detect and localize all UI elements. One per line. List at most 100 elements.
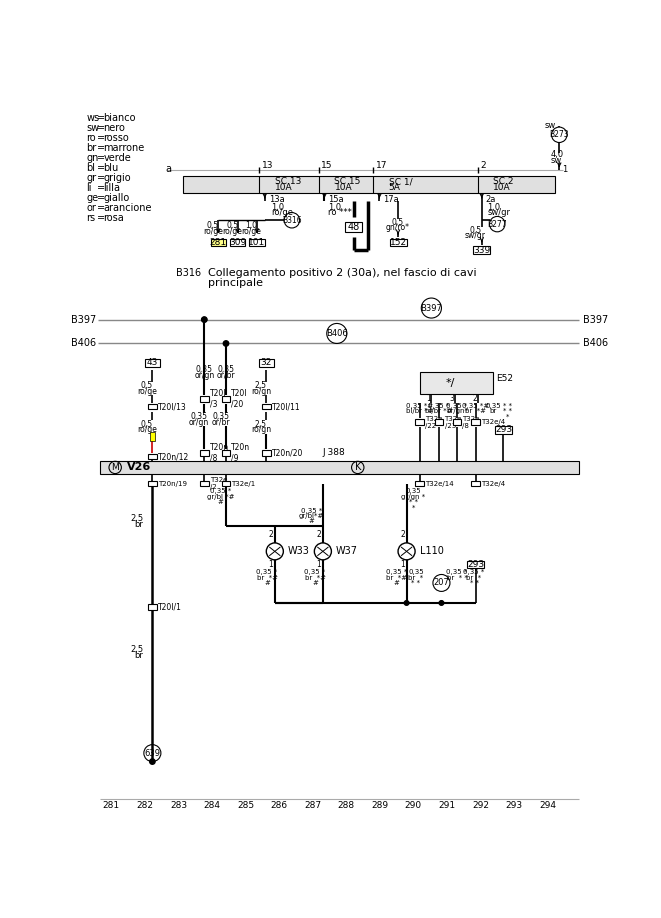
Text: T20n/20: T20n/20 bbox=[272, 448, 303, 457]
FancyBboxPatch shape bbox=[221, 481, 230, 487]
Text: bl/br *#: bl/br *# bbox=[406, 409, 434, 414]
Text: SC 1/: SC 1/ bbox=[389, 177, 412, 186]
Text: 0,35: 0,35 bbox=[486, 403, 501, 409]
FancyBboxPatch shape bbox=[389, 239, 407, 246]
Text: B273: B273 bbox=[549, 130, 569, 140]
Text: 287: 287 bbox=[304, 801, 321, 810]
Text: 10A: 10A bbox=[334, 184, 352, 193]
Text: T20l/11: T20l/11 bbox=[272, 402, 300, 411]
Text: M: M bbox=[111, 463, 119, 472]
Text: 0,35 *#: 0,35 *# bbox=[407, 403, 434, 409]
Text: or/br: or/br bbox=[217, 371, 235, 379]
Text: gr/bl *#: gr/bl *# bbox=[207, 494, 235, 499]
Text: =: = bbox=[97, 173, 104, 183]
Text: br  *#: br *# bbox=[386, 575, 407, 580]
Text: 289: 289 bbox=[371, 801, 389, 810]
Text: or/br: or/br bbox=[212, 418, 230, 427]
Text: 1: 1 bbox=[426, 394, 431, 403]
Text: 15: 15 bbox=[321, 161, 333, 170]
Text: T32e
/8: T32e /8 bbox=[463, 416, 480, 429]
FancyBboxPatch shape bbox=[145, 359, 160, 366]
Text: gn/ro*: gn/ro* bbox=[386, 223, 410, 232]
Text: * *: * * bbox=[503, 403, 512, 409]
Text: ro/ge: ro/ge bbox=[242, 227, 262, 236]
Text: lilla: lilla bbox=[104, 183, 120, 193]
Text: 48: 48 bbox=[348, 222, 360, 232]
Text: B316: B316 bbox=[176, 268, 201, 278]
Text: T20n/19: T20n/19 bbox=[158, 481, 187, 487]
FancyBboxPatch shape bbox=[471, 481, 480, 487]
Circle shape bbox=[405, 600, 409, 605]
Text: 0,35 *: 0,35 * bbox=[446, 569, 467, 576]
Text: 1,0: 1,0 bbox=[271, 203, 284, 212]
Text: marrone: marrone bbox=[104, 143, 145, 153]
Text: J 388: J 388 bbox=[323, 448, 346, 457]
Text: #: # bbox=[217, 499, 223, 505]
Text: =: = bbox=[97, 113, 104, 123]
Text: 2: 2 bbox=[317, 530, 321, 539]
Text: T20l/13: T20l/13 bbox=[158, 402, 186, 411]
Text: 0,5: 0,5 bbox=[141, 420, 153, 429]
Text: gn: gn bbox=[87, 153, 99, 162]
Text: =: = bbox=[97, 193, 104, 203]
Text: T20n
/8: T20n /8 bbox=[210, 443, 229, 463]
Text: 2: 2 bbox=[480, 161, 486, 170]
Text: B406: B406 bbox=[71, 339, 97, 349]
Text: 43: 43 bbox=[147, 358, 158, 367]
Text: 0,35 *: 0,35 * bbox=[463, 569, 485, 576]
Text: 2a: 2a bbox=[486, 195, 496, 204]
Text: * *: * * bbox=[469, 580, 479, 586]
Text: 0,35: 0,35 bbox=[212, 412, 229, 421]
Text: * *: * * bbox=[409, 499, 418, 505]
Text: =: = bbox=[97, 133, 104, 143]
Text: 1,0: 1,0 bbox=[246, 221, 258, 230]
Text: gr/gn *: gr/gn * bbox=[401, 494, 426, 499]
Text: 1,0: 1,0 bbox=[329, 203, 342, 212]
Text: 0,35 *: 0,35 * bbox=[210, 488, 231, 494]
Text: 282: 282 bbox=[136, 801, 153, 810]
Text: 13a: 13a bbox=[268, 195, 284, 204]
Text: ro ***: ro *** bbox=[329, 208, 352, 217]
Text: 1,0: 1,0 bbox=[487, 203, 500, 212]
Text: or/gn: or/gn bbox=[189, 418, 209, 427]
Text: T32e
/23: T32e /23 bbox=[445, 416, 462, 429]
Text: sw: sw bbox=[87, 123, 100, 133]
Text: B397: B397 bbox=[420, 304, 442, 312]
Text: 286: 286 bbox=[270, 801, 288, 810]
FancyBboxPatch shape bbox=[435, 420, 444, 425]
Text: 339: 339 bbox=[473, 246, 490, 255]
Text: 284: 284 bbox=[204, 801, 221, 810]
Text: br: br bbox=[87, 143, 97, 153]
Text: 0,35 *: 0,35 * bbox=[301, 508, 322, 513]
FancyBboxPatch shape bbox=[416, 481, 424, 487]
Text: 207: 207 bbox=[434, 578, 449, 588]
Text: bl: bl bbox=[87, 162, 95, 173]
Text: 4,0: 4,0 bbox=[551, 151, 564, 160]
Text: T20n
/9: T20n /9 bbox=[231, 443, 251, 463]
Text: 152: 152 bbox=[389, 238, 407, 247]
Text: arancione: arancione bbox=[104, 203, 152, 213]
Text: 0,35: 0,35 bbox=[406, 488, 421, 494]
Text: br  *#: br *# bbox=[465, 409, 486, 414]
Text: ro/gn: ro/gn bbox=[251, 425, 271, 434]
Text: T32e
/22: T32e /22 bbox=[425, 416, 443, 429]
Text: or/gn: or/gn bbox=[194, 371, 214, 379]
Text: 17a: 17a bbox=[383, 195, 399, 204]
Text: br/gn*: br/gn* bbox=[446, 409, 468, 414]
Text: br: br bbox=[490, 409, 497, 414]
Text: ro/ge: ro/ge bbox=[271, 208, 293, 217]
Text: SC 15: SC 15 bbox=[334, 177, 361, 186]
Text: 0,35 *: 0,35 * bbox=[386, 569, 407, 576]
Text: gr: gr bbox=[87, 173, 97, 183]
Text: sw/gr: sw/gr bbox=[465, 231, 486, 241]
Text: 0,5: 0,5 bbox=[207, 221, 219, 230]
FancyBboxPatch shape bbox=[420, 372, 493, 394]
Text: br  * *: br * * bbox=[447, 575, 467, 580]
Text: 639: 639 bbox=[144, 748, 161, 757]
FancyBboxPatch shape bbox=[471, 420, 480, 425]
FancyBboxPatch shape bbox=[148, 604, 157, 610]
Text: K: K bbox=[354, 463, 361, 473]
Text: #: # bbox=[393, 580, 399, 586]
FancyBboxPatch shape bbox=[200, 450, 209, 455]
FancyBboxPatch shape bbox=[148, 454, 157, 459]
